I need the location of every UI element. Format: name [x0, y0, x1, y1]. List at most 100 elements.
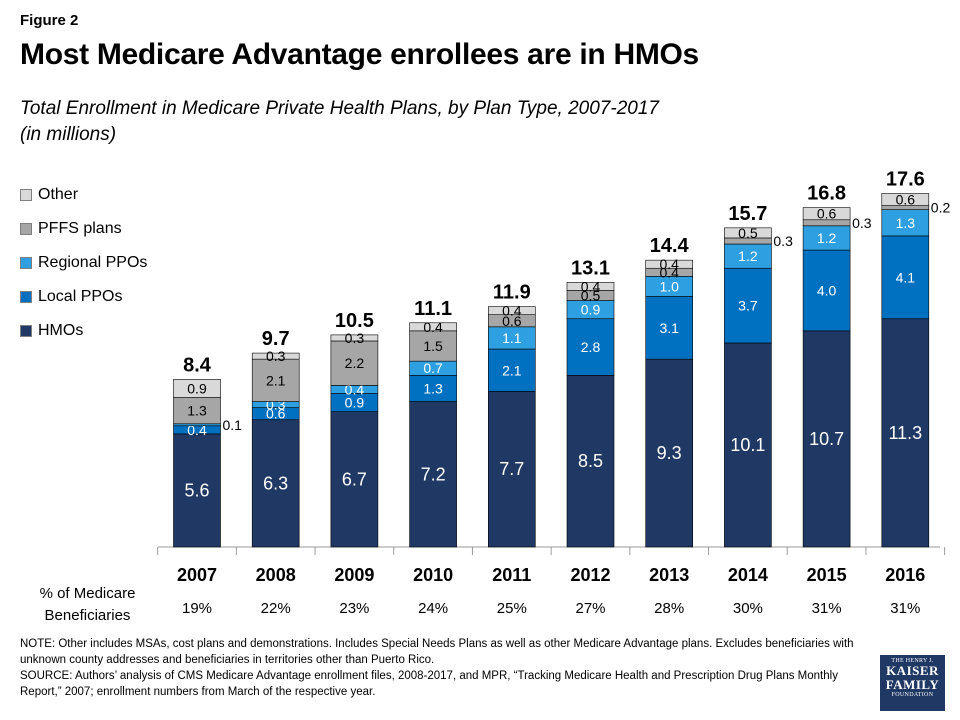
data-label: 0.4 — [659, 256, 679, 272]
total-label: 13.1 — [571, 257, 610, 279]
data-label: 0.5 — [738, 225, 758, 241]
total-label: 11.9 — [493, 282, 531, 304]
share-value: 31% — [812, 600, 842, 617]
bar-segment — [409, 401, 457, 548]
data-label: 0.6 — [817, 206, 837, 222]
share-value: 19% — [182, 600, 212, 617]
share-value: 22% — [261, 600, 291, 617]
bar-segment — [251, 419, 300, 548]
data-label: 0.4 — [423, 319, 443, 335]
data-label: 3.7 — [738, 298, 758, 314]
data-label: 1.1 — [502, 330, 522, 346]
data-label: 0.4 — [581, 278, 601, 294]
bar-segment — [409, 322, 457, 332]
stacked-bar-chart: 5.6 0.4 0.1 1.3 0.9 8.4 2007 19% 6.3 0.6 0.3 2.1 0.3… — [157, 169, 950, 617]
bar-segment — [330, 334, 379, 342]
data-label: 0.3 — [773, 233, 793, 249]
x-tick-label: 2016 — [885, 565, 925, 585]
total-label: 9.7 — [262, 328, 290, 350]
data-label: 0.6 — [896, 192, 916, 208]
data-label: 7.7 — [499, 459, 524, 479]
data-label: 0.9 — [345, 395, 365, 411]
data-label: 0.3 — [345, 330, 365, 346]
bar-segment — [724, 342, 772, 548]
bar-segment — [724, 227, 772, 239]
data-label: 1.3 — [423, 380, 443, 396]
bar-segment — [881, 235, 930, 320]
legend-item: Local PPOs — [20, 280, 147, 314]
share-value: 27% — [575, 600, 605, 617]
bar-segment — [802, 249, 851, 332]
bar-segment — [487, 306, 536, 315]
bar-segment — [802, 207, 851, 221]
bar-segment — [173, 433, 221, 548]
data-label: 6.3 — [263, 473, 288, 493]
x-tick-label: 2012 — [570, 565, 610, 585]
x-tick-label: 2010 — [413, 565, 453, 585]
share-row-label: % of Medicare Beneficiaries — [20, 583, 155, 627]
x-tick-label: 2007 — [177, 565, 217, 585]
bar-segment — [881, 318, 930, 548]
bar-segment — [330, 340, 379, 386]
x-tick-label: 2013 — [649, 565, 689, 585]
chart-title: Most Medicare Advantage enrollees are in… — [20, 38, 699, 71]
data-label: 5.6 — [184, 480, 209, 500]
subtitle-line-1: Total Enrollment in Medicare Private Hea… — [20, 98, 659, 119]
data-label: 0.9 — [581, 302, 601, 318]
bar-segment — [487, 391, 536, 548]
share-label-line-2: Beneficiaries — [44, 607, 131, 624]
bar-segment — [645, 358, 694, 548]
legend-swatch — [20, 325, 32, 337]
note-text: NOTE: Other includes MSAs, cost plans an… — [20, 638, 854, 666]
data-label: 2.1 — [266, 372, 286, 388]
data-label: 0.3 — [266, 348, 286, 364]
bar-segment — [409, 330, 457, 362]
legend-item: Regional PPOs — [20, 246, 147, 280]
legend-swatch — [20, 189, 32, 201]
data-label: 2.8 — [581, 339, 601, 355]
legend-swatch — [20, 223, 32, 235]
data-label: 10.1 — [730, 435, 765, 455]
data-label: 0.5 — [581, 288, 601, 304]
share-value: 31% — [890, 600, 920, 617]
x-tick-label: 2008 — [256, 565, 296, 585]
data-label: 11.3 — [888, 423, 922, 443]
bar-segment — [724, 243, 772, 269]
chart-subtitle: Total Enrollment in Medicare Private Hea… — [20, 96, 780, 148]
bar-segment — [173, 379, 221, 398]
kff-logo: THE HENRY J. KAISER FAMILY FOUNDATION — [880, 655, 945, 711]
data-label: 1.5 — [423, 338, 443, 354]
logo-line-3: FAMILY — [885, 677, 940, 692]
x-tick-label: 2009 — [334, 565, 374, 585]
total-label: 10.5 — [335, 310, 374, 332]
bar-segment — [251, 352, 300, 360]
data-label: 0.3 — [852, 215, 872, 231]
bar-segment — [645, 296, 694, 360]
bar-segment — [645, 259, 694, 269]
share-value: 24% — [418, 600, 448, 617]
data-label: 0.1 — [223, 417, 243, 433]
data-label: 9.3 — [657, 443, 682, 463]
logo-line-4: FOUNDATION — [891, 692, 934, 698]
total-label: 14.4 — [650, 235, 690, 257]
data-label: 10.7 — [809, 429, 844, 449]
data-label: 8.5 — [578, 451, 603, 471]
total-label: 11.1 — [414, 298, 452, 320]
data-label: 4.1 — [896, 269, 916, 285]
x-tick-label: 2014 — [728, 565, 768, 585]
legend-item: PFFS plans — [20, 212, 147, 246]
x-tick-label: 2011 — [492, 565, 531, 585]
share-value: 30% — [733, 600, 763, 617]
legend-label: PFFS plans — [38, 220, 122, 237]
data-label: 2.2 — [345, 355, 365, 371]
data-label: 7.2 — [421, 464, 446, 484]
bar-segment — [330, 411, 379, 548]
legend-swatch — [20, 257, 32, 269]
share-value: 28% — [654, 600, 684, 617]
total-label: 8.4 — [183, 354, 212, 376]
data-label: 1.2 — [738, 248, 758, 264]
legend-item: Other — [20, 178, 147, 212]
bar-segment — [566, 374, 615, 548]
legend-label: Local PPOs — [38, 288, 123, 305]
logo-line-2: KAISER — [886, 663, 939, 678]
